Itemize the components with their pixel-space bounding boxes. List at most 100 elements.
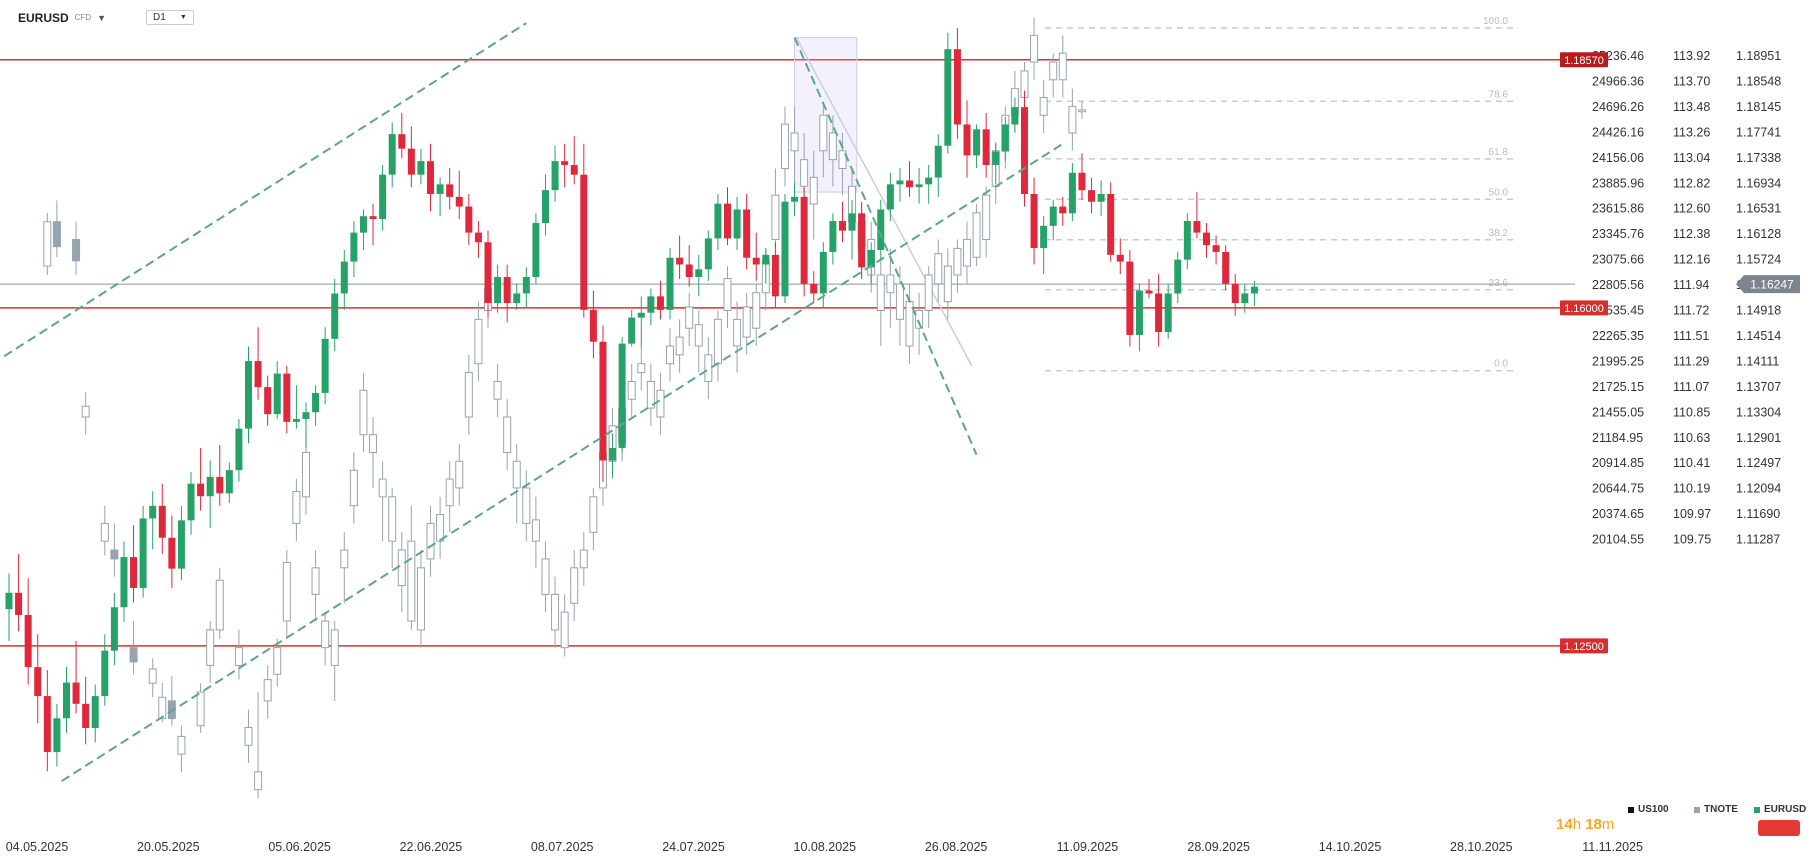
tnote-body — [158, 696, 167, 720]
us100-tick-label: 24966.36 — [1592, 74, 1644, 88]
tnote-tick-label: 111.07 — [1673, 380, 1709, 394]
eurusd-candle — [139, 505, 147, 598]
fib-level-label: 100.0 — [1483, 16, 1508, 27]
tnote-candle — [790, 106, 799, 196]
tnote-candle — [72, 221, 81, 275]
legend-tnote[interactable]: TNOTE — [1694, 804, 1738, 815]
eurusd-body — [197, 483, 205, 497]
tnote-body — [100, 522, 109, 542]
tnote-body — [292, 490, 301, 524]
eurusd-body — [1250, 286, 1258, 294]
time-tick-label: 20.05.2025 — [137, 840, 200, 854]
fib-level-label: 0.0 — [1494, 359, 1508, 370]
eurusd-candle — [838, 201, 846, 243]
eurusd-candle — [1126, 250, 1134, 347]
tnote-candle — [828, 115, 837, 187]
eurusd-body — [953, 49, 961, 125]
eurusd-candle — [340, 250, 348, 310]
eurusd-body — [541, 190, 549, 223]
trendline — [3, 22, 527, 358]
eurusd-body — [1145, 290, 1153, 294]
eurusd-candle — [896, 167, 904, 202]
timeframe-select[interactable]: D1 ▼ — [146, 10, 194, 25]
eurusd-candle — [704, 230, 712, 281]
eurusd-tick-label: 1.11690 — [1736, 507, 1780, 521]
eurusd-body — [743, 209, 751, 258]
tnote-candle — [388, 487, 397, 568]
eurusd-body — [810, 283, 818, 294]
us100-tick-label: 22265.35 — [1592, 329, 1644, 343]
eurusd-candle — [1250, 280, 1258, 307]
us100-tick-label: 20644.75 — [1592, 482, 1644, 496]
tnote-candle — [666, 328, 675, 382]
eurusd-body — [206, 476, 214, 497]
eurusd-body — [1203, 232, 1210, 246]
tnote-body — [455, 460, 464, 489]
tnote-candle — [282, 550, 291, 639]
tnote-candle — [340, 532, 349, 604]
tnote-candle — [541, 541, 550, 613]
eurusd-body — [130, 557, 138, 588]
eurusd-body — [838, 221, 846, 231]
symbol-name[interactable]: EURUSD — [18, 10, 69, 25]
eurusd-candle — [963, 100, 971, 178]
eurusd-body — [1059, 206, 1067, 214]
eurusd-body — [561, 161, 569, 166]
legend-eurusd[interactable]: EURUSD — [1754, 804, 1806, 815]
eurusd-body — [628, 317, 636, 344]
eurusd-candle — [1097, 180, 1105, 217]
tnote-body — [282, 561, 291, 622]
eurusd-body — [618, 343, 626, 448]
chevron-down-icon[interactable]: ▼ — [97, 12, 107, 23]
eurusd-candle — [953, 27, 961, 139]
eurusd-candle — [312, 385, 320, 426]
tnote-body — [359, 389, 368, 436]
eurusd-candle — [522, 267, 530, 308]
eurusd-candle — [829, 213, 837, 265]
tnote-candle — [1077, 101, 1086, 119]
eurusd-candle — [1164, 283, 1172, 339]
eurusd-candle — [915, 167, 923, 204]
tnote-tick-label: 111.94 — [1673, 278, 1709, 292]
tnote-body — [493, 380, 502, 400]
tnote-body — [464, 372, 473, 418]
horizontal-levels — [0, 59, 1575, 647]
eurusd-body — [427, 161, 435, 194]
time-tick-label: 24.07.2025 — [662, 840, 725, 854]
tnote-body — [330, 629, 339, 666]
tnote-body — [1058, 52, 1067, 81]
tnote-body — [742, 306, 751, 338]
eurusd-candle — [302, 402, 310, 448]
us100-tick-label: 20914.85 — [1592, 456, 1644, 470]
tnote-body — [72, 238, 81, 262]
tnote-body — [388, 496, 397, 542]
tnote-body — [733, 318, 742, 347]
eurusd-candle — [541, 174, 549, 236]
eurusd-candle — [91, 684, 99, 743]
tnote-body — [656, 389, 665, 418]
eurusd-candle — [1088, 177, 1096, 214]
timer-hours-unit: h — [1572, 816, 1582, 833]
eurusd-tick-label: 1.12094 — [1736, 482, 1781, 496]
tnote-body — [321, 620, 330, 649]
eurusd-body — [225, 470, 233, 494]
tnote-candle — [167, 676, 176, 726]
alert-button[interactable] — [1758, 820, 1800, 836]
eurusd-candle — [149, 491, 157, 550]
eurusd-candle — [494, 264, 502, 313]
eurusd-candle — [359, 209, 367, 251]
eurusd-candle — [551, 145, 559, 202]
tnote-body — [244, 727, 253, 746]
eurusd-candle — [1241, 283, 1249, 313]
tnote-candle — [1049, 53, 1058, 98]
eurusd-candle — [982, 112, 990, 178]
tnote-candle — [464, 354, 473, 435]
tnote-body — [301, 451, 310, 498]
tnote-tick-label: 111.29 — [1673, 354, 1709, 368]
eurusd-candle — [609, 433, 617, 477]
eurusd-candle — [187, 472, 195, 535]
legend-us100[interactable]: US100 — [1628, 804, 1669, 815]
eurusd-candle — [676, 235, 684, 279]
eurusd-candle — [599, 325, 607, 482]
